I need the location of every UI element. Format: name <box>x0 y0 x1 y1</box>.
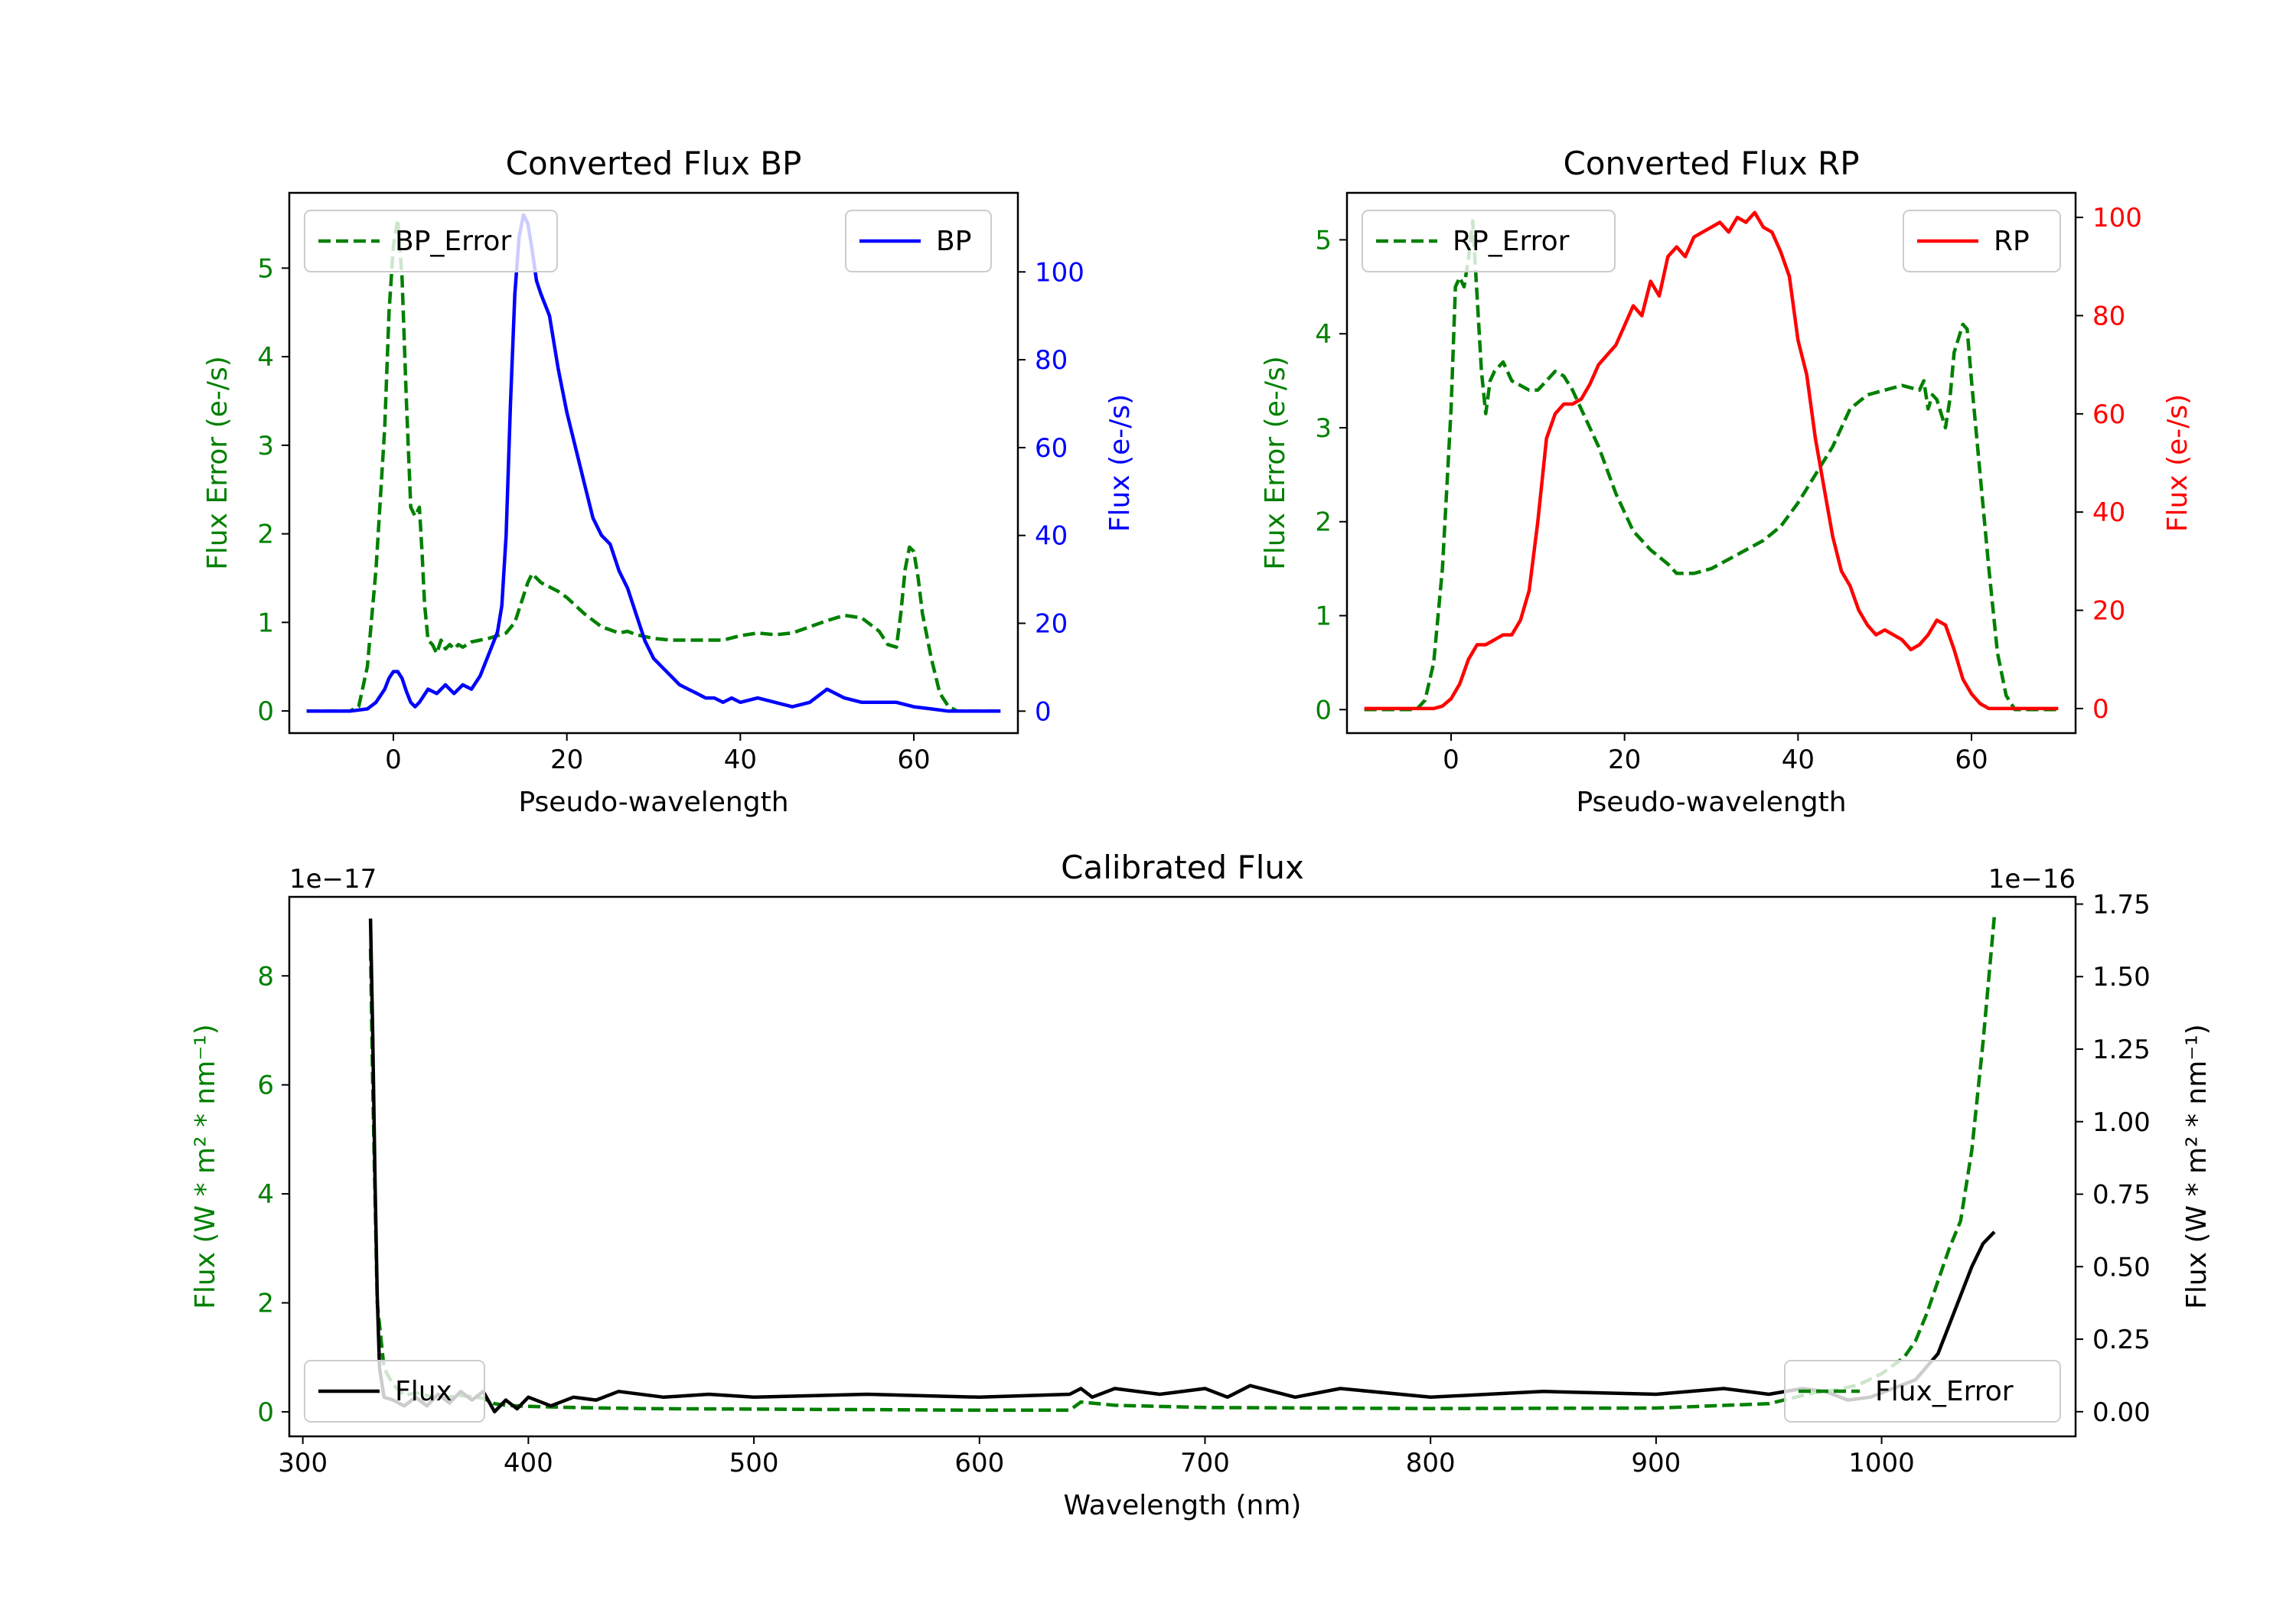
y-right-tick-label: 0.50 <box>2092 1252 2151 1283</box>
y-left-tick-label: 1 <box>257 608 274 638</box>
x-tick-label: 1000 <box>1848 1448 1915 1478</box>
chart-title: Converted Flux BP <box>506 145 802 182</box>
legend-label: Flux <box>395 1376 452 1407</box>
y-right-offset-label: 1e−16 <box>1988 864 2076 895</box>
x-tick-label: 60 <box>1955 745 1988 775</box>
series-line-bp <box>306 213 1001 713</box>
legend-label: RP <box>1994 226 2030 257</box>
y-left-tick-label: 5 <box>257 253 274 284</box>
x-tick-label: 500 <box>729 1448 779 1478</box>
y-right-tick-label: 0 <box>2092 694 2109 725</box>
y-right-tick-label: 60 <box>2092 399 2125 430</box>
legend-calibrated-left: Flux <box>304 1360 485 1423</box>
x-tick-label: 300 <box>278 1448 328 1478</box>
chart-rp: 0 20 40 60 0 1 2 3 4 5 0 20 40 60 80 100 Converted Flux … <box>1260 145 2193 818</box>
series-line-rp <box>1364 210 2059 711</box>
y-right-tick-label: 40 <box>1035 521 1068 552</box>
chart-bp: 0 20 40 60 0 1 2 3 4 5 0 20 40 60 80 100 Converted Flux … <box>202 145 1136 818</box>
y-left-tick-label: 3 <box>1315 413 1332 444</box>
chart-calibrated: 300 400 500 600 700 800 900 1000 0 2 4 6 8 0.00 0.25 0.… <box>190 849 2213 1521</box>
legend-box <box>1903 210 2061 272</box>
y-left-tick-label: 2 <box>1315 507 1332 538</box>
y-left-tick-label: 4 <box>257 342 274 373</box>
y-left-tick-label: 4 <box>1315 319 1332 350</box>
legend-box <box>1784 1360 2061 1423</box>
x-axis-label: Pseudo-wavelength <box>518 787 788 818</box>
series-line-flux <box>368 918 1996 1414</box>
y-right-tick-label: 80 <box>1035 345 1068 376</box>
x-axis-label: Pseudo-wavelength <box>1576 787 1846 818</box>
x-tick-label: 600 <box>954 1448 1004 1478</box>
y-right-tick-label: 20 <box>1035 609 1068 640</box>
legend-bp-left: BP_Error <box>304 210 558 272</box>
legend-label: BP <box>936 226 971 257</box>
y-right-tick-label: 1.00 <box>2092 1107 2151 1138</box>
x-tick-label: 40 <box>1782 745 1815 775</box>
y-right-tick-label: 80 <box>2092 301 2125 331</box>
y-right-tick-label: 60 <box>1035 433 1068 464</box>
x-tick-label: 900 <box>1631 1448 1681 1478</box>
y-left-tick-label: 1 <box>1315 601 1332 632</box>
legend-bp-right: BP <box>845 210 992 272</box>
y-right-tick-label: 100 <box>2092 203 2142 233</box>
y-left-tick-label: 0 <box>257 696 274 727</box>
legend-label: Flux_Error <box>1875 1376 2014 1407</box>
y-left-tick-label: 3 <box>257 431 274 461</box>
y-right-tick-label: 0.25 <box>2092 1325 2151 1355</box>
y-left-offset-label: 1e−17 <box>289 864 377 895</box>
x-tick-label: 40 <box>724 745 757 775</box>
x-tick-label: 60 <box>897 745 930 775</box>
legend-rp-left: RP_Error <box>1362 210 1616 272</box>
legend-label: BP_Error <box>395 226 511 257</box>
plot-frame-calibrated <box>288 895 2077 1438</box>
y-right-tick-label: 0.75 <box>2092 1180 2151 1211</box>
y-left-axis-label: Flux Error (e-/s) <box>202 356 233 570</box>
y-right-tick-label: 1.75 <box>2092 889 2151 920</box>
legend-box <box>304 1360 485 1423</box>
x-tick-label: 0 <box>1443 745 1459 775</box>
y-left-tick-label: 0 <box>257 1397 274 1428</box>
y-right-axis-label: Flux (W * m² * nm⁻¹) <box>2181 1024 2213 1309</box>
x-tick-label: 800 <box>1406 1448 1456 1478</box>
legend-rp-right: RP <box>1903 210 2061 272</box>
x-axis-label: Wavelength (nm) <box>1064 1490 1302 1521</box>
series-line-rp-error <box>1364 219 2059 712</box>
x-tick-label: 400 <box>504 1448 553 1478</box>
y-right-axis-label: Flux (e-/s) <box>2162 394 2193 532</box>
y-right-tick-label: 20 <box>2092 596 2125 627</box>
legend-calibrated-right: Flux_Error <box>1784 1360 2061 1423</box>
y-left-tick-label: 4 <box>257 1179 274 1210</box>
series-line-flux-error <box>368 915 1997 1413</box>
y-left-axis-label: Flux Error (e-/s) <box>1260 356 1291 570</box>
chart-title: Converted Flux RP <box>1563 145 1859 182</box>
x-tick-label: 20 <box>550 745 583 775</box>
y-right-tick-label: 1.25 <box>2092 1035 2151 1065</box>
x-tick-label: 20 <box>1608 745 1641 775</box>
y-right-tick-label: 0.00 <box>2092 1397 2151 1428</box>
y-right-tick-label: 40 <box>2092 497 2125 528</box>
y-right-tick-label: 0 <box>1035 696 1052 727</box>
y-left-axis-label: Flux (W * m² * nm⁻¹) <box>190 1024 221 1309</box>
legend-label: RP_Error <box>1453 226 1570 257</box>
chart-title: Calibrated Flux <box>1061 849 1304 886</box>
y-left-tick-label: 2 <box>257 520 274 550</box>
y-right-tick-label: 100 <box>1035 257 1084 288</box>
y-left-tick-label: 5 <box>1315 225 1332 256</box>
x-tick-label: 0 <box>385 745 402 775</box>
y-right-tick-label: 1.50 <box>2092 962 2151 993</box>
y-left-tick-label: 6 <box>257 1071 274 1101</box>
y-left-tick-label: 0 <box>1315 695 1332 725</box>
y-left-tick-label: 8 <box>257 961 274 992</box>
series-line-bp-error <box>306 217 1001 713</box>
y-right-axis-label: Flux (e-/s) <box>1104 394 1136 532</box>
y-left-tick-label: 2 <box>257 1289 274 1319</box>
legend-box <box>1362 210 1616 272</box>
plot-frame-bp <box>288 191 1019 735</box>
legend-box <box>304 210 558 272</box>
x-tick-label: 700 <box>1180 1448 1230 1478</box>
plot-frame-rp <box>1345 191 2077 735</box>
